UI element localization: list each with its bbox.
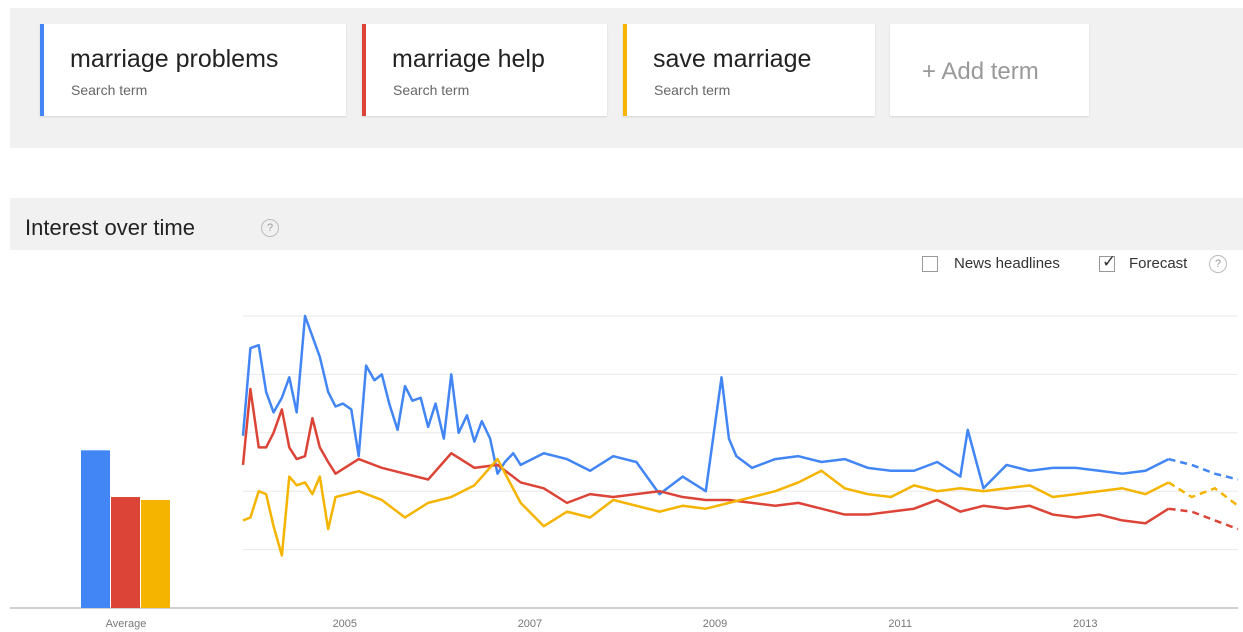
- average-bar: [81, 450, 110, 608]
- section-title: Interest over time: [25, 215, 195, 240]
- x-tick-label: 2011: [888, 618, 912, 630]
- term-card-marriage-help[interactable]: marriage help Search term: [362, 24, 607, 116]
- term-card-marriage-problems[interactable]: marriage problems Search term: [40, 24, 346, 116]
- x-tick-label: 2013: [1073, 618, 1097, 630]
- series-line: [241, 387, 1170, 525]
- help-icon[interactable]: ?: [261, 219, 279, 237]
- term-name: marriage problems: [70, 45, 279, 73]
- forecast-line: [1168, 457, 1239, 481]
- forecast-line: [1167, 481, 1239, 507]
- forecast-checkbox[interactable]: ✓: [1099, 252, 1116, 272]
- x-tick-label: 2005: [333, 618, 357, 630]
- term-type-label: Search term: [654, 82, 731, 98]
- add-term-button[interactable]: + Add term: [890, 24, 1089, 116]
- forecast-line: [1168, 507, 1239, 531]
- news-headlines-label: News headlines: [954, 255, 1060, 272]
- average-bar: [111, 497, 140, 608]
- term-type-label: Search term: [393, 82, 470, 98]
- term-name: marriage help: [392, 45, 545, 73]
- term-color-bar: [623, 24, 627, 116]
- x-tick-label: 2007: [518, 618, 542, 630]
- news-headlines-checkbox[interactable]: [922, 256, 938, 272]
- term-color-bar: [40, 24, 44, 116]
- term-card-save-marriage[interactable]: save marriage Search term: [623, 24, 875, 116]
- checkmark-icon: ✓: [1102, 252, 1117, 271]
- forecast-label: Forecast: [1129, 255, 1188, 272]
- average-label: Average: [106, 618, 147, 630]
- forecast-help-icon[interactable]: ?: [1209, 255, 1227, 273]
- x-tick-label: 2009: [703, 618, 727, 630]
- series-line: [242, 457, 1170, 557]
- term-color-bar: [362, 24, 366, 116]
- average-bar: [141, 499, 170, 608]
- term-type-label: Search term: [71, 82, 148, 98]
- term-name: save marriage: [653, 45, 812, 73]
- add-term-label: + Add term: [922, 58, 1039, 85]
- interest-over-time-header: Interest over time ?: [10, 198, 1243, 250]
- search-terms-bar: marriage problems Search term marriage h…: [10, 8, 1243, 148]
